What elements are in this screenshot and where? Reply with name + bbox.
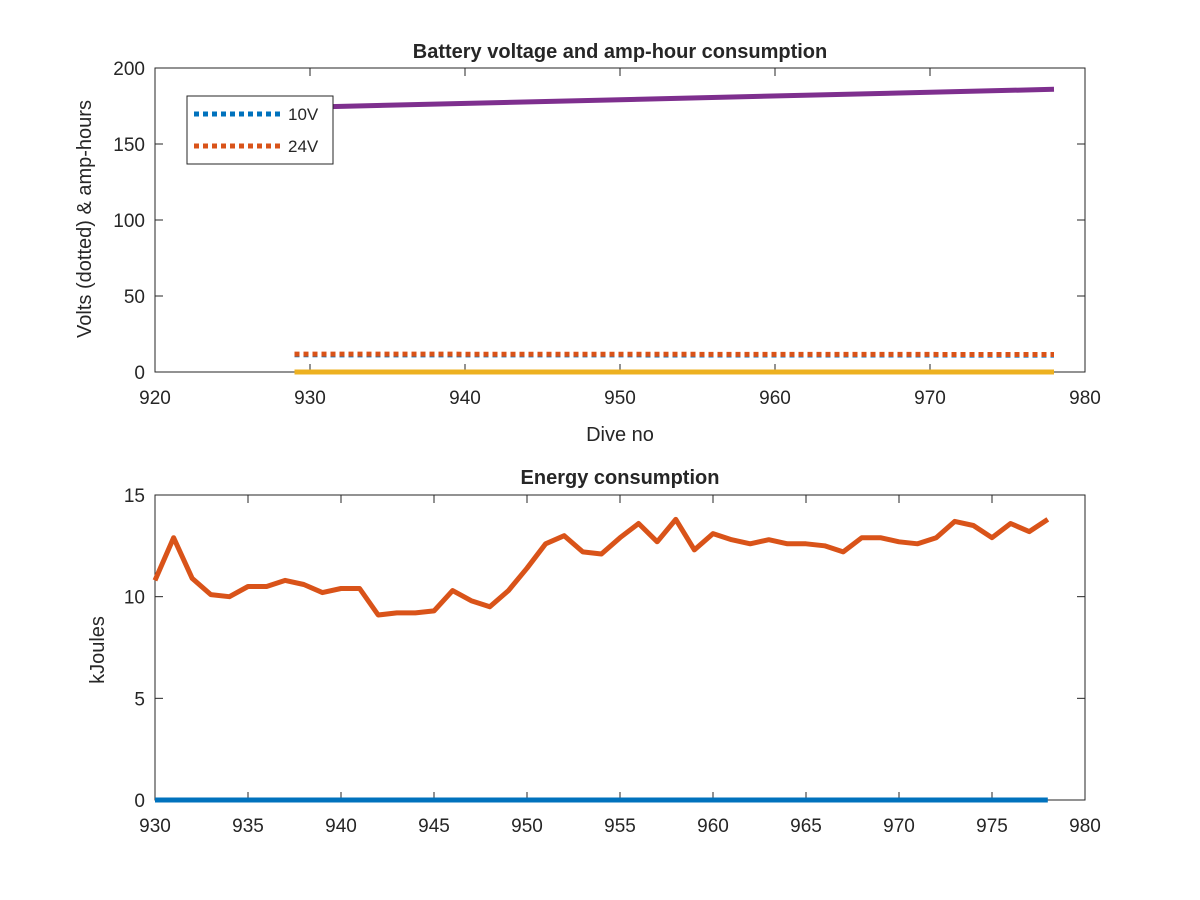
y-tick-label: 150 bbox=[113, 135, 145, 156]
x-tick-label: 970 bbox=[914, 388, 946, 409]
plot-area bbox=[154, 67, 1086, 375]
x-tick-labels: 930 935 940 945 950 955 960 965 970 975 980 bbox=[139, 816, 1101, 837]
x-axis-label: Dive no bbox=[586, 424, 654, 446]
x-tick-label: 935 bbox=[232, 816, 264, 837]
x-tick-label: 975 bbox=[976, 816, 1008, 837]
series-line-0-3 bbox=[294, 86, 1055, 110]
x-tick-label: 945 bbox=[418, 816, 450, 837]
x-tick-label: 965 bbox=[790, 816, 822, 837]
y-tick-labels: 0 5 10 15 bbox=[124, 486, 145, 812]
y-tick-label: 0 bbox=[134, 363, 145, 384]
y-tick-label: 200 bbox=[113, 59, 145, 80]
plot-area bbox=[152, 494, 1086, 803]
y-tick-label: 10 bbox=[124, 588, 145, 609]
x-tick-label: 960 bbox=[759, 388, 791, 409]
legend-box bbox=[186, 95, 334, 165]
x-tick-label: 970 bbox=[883, 816, 915, 837]
legend: 10V 24V bbox=[186, 95, 334, 165]
x-tick-label: 940 bbox=[449, 388, 481, 409]
series-line-1-0 bbox=[152, 516, 1050, 618]
x-tick-label: 980 bbox=[1069, 388, 1101, 409]
y-tick-label: 0 bbox=[134, 791, 145, 812]
y-tick-labels: 0 50 100 150 200 bbox=[113, 59, 145, 384]
x-tick-label: 930 bbox=[294, 388, 326, 409]
y-axis-label: kJoules bbox=[87, 616, 109, 684]
x-tick-label: 980 bbox=[1069, 816, 1101, 837]
x-tick-label: 940 bbox=[325, 816, 357, 837]
x-tick-label: 930 bbox=[139, 816, 171, 837]
y-tick-label: 15 bbox=[124, 486, 145, 507]
chart-title: Battery voltage and amp-hour consumption bbox=[413, 41, 827, 63]
voltage-amphour-chart: Battery voltage and amp-hour consumption… bbox=[74, 41, 1101, 446]
chart-title: Energy consumption bbox=[521, 467, 720, 489]
y-axis-label: Volts (dotted) & amp-hours bbox=[74, 100, 96, 338]
x-tick-label: 950 bbox=[511, 816, 543, 837]
x-tick-labels: 920 930 940 950 960 970 980 bbox=[139, 388, 1101, 409]
energy-consumption-chart: Energy consumption 930 935 940 945 950 955 960… bbox=[87, 467, 1101, 837]
y-tick-label: 50 bbox=[124, 287, 145, 308]
y-tick-label: 5 bbox=[134, 689, 145, 710]
x-tick-label: 950 bbox=[604, 388, 636, 409]
legend-label-24v: 24V bbox=[288, 137, 319, 156]
y-tick-label: 100 bbox=[113, 211, 145, 232]
legend-label-10v: 10V bbox=[288, 105, 319, 124]
x-tick-label: 955 bbox=[604, 816, 636, 837]
x-tick-label: 920 bbox=[139, 388, 171, 409]
x-tick-label: 960 bbox=[697, 816, 729, 837]
